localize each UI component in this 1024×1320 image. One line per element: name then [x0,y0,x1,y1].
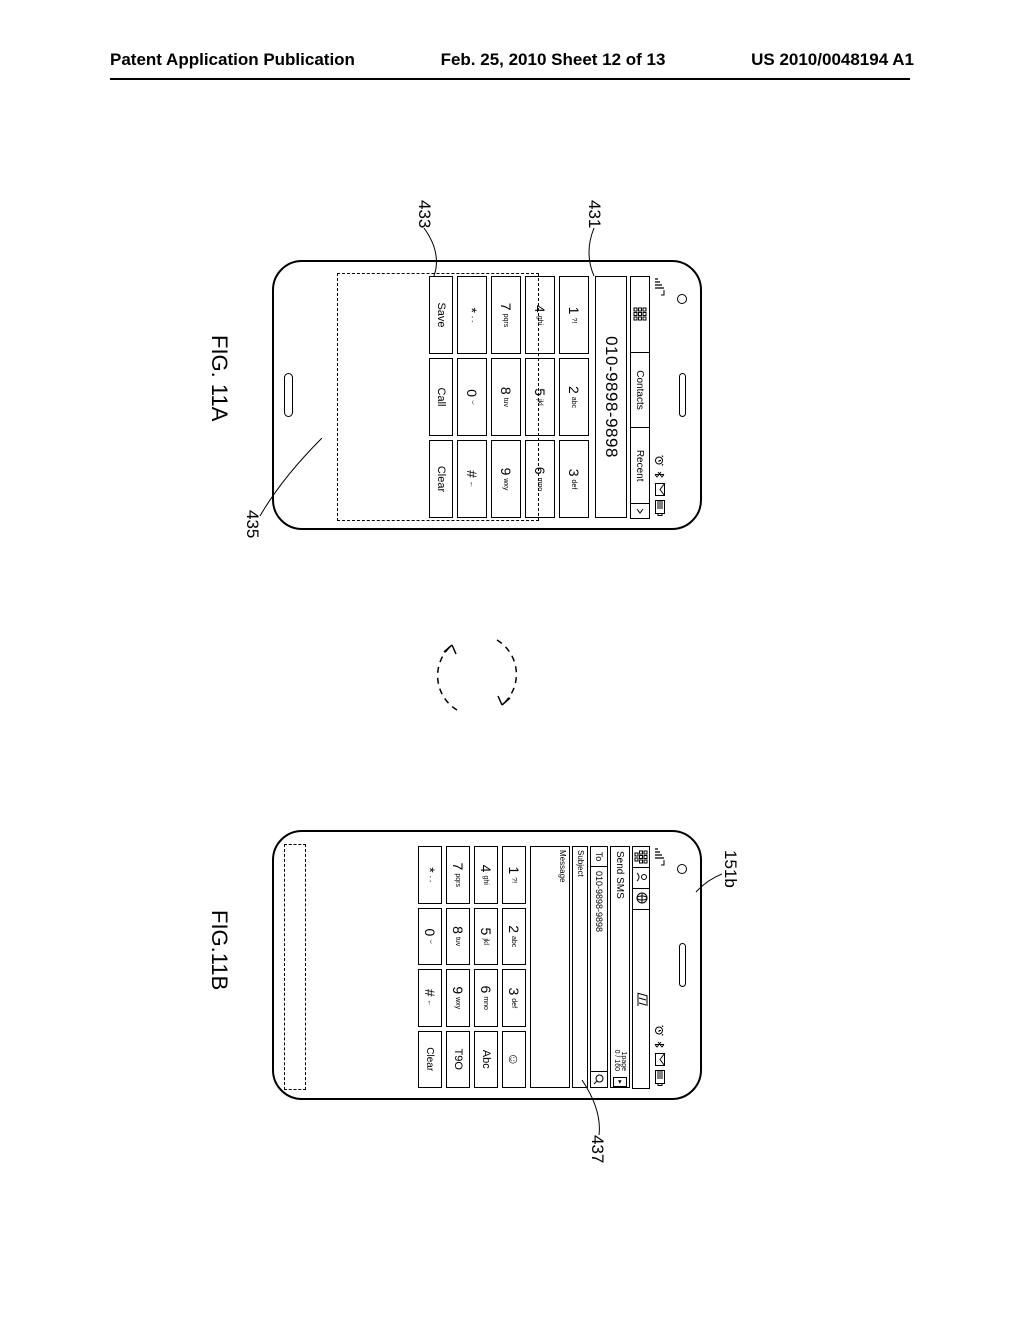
sms-header: Send SMS 1page0 / 160 ▸ [610,846,630,1088]
dialpad-tab-icon[interactable] [630,276,650,353]
header-right: US 2010/0048194 A1 [751,50,914,70]
key-1[interactable]: 1?! [559,276,589,354]
fig-b-label: FIG.11B [206,910,232,990]
message-field[interactable]: Message [530,846,570,1088]
recent-tab[interactable]: Recent [630,427,650,504]
key-8[interactable]: 8tuv [446,908,470,966]
caret-icon[interactable]: ▸ [613,1077,627,1087]
key-abc[interactable]: Abc [474,1031,498,1089]
key-2[interactable]: 2abc [502,908,526,966]
phone-a: Contacts Recent 010-9898-9898 1?! 2abc 3… [272,260,702,530]
status-bar [652,846,668,1088]
battery-tab-icon[interactable] [632,909,650,1089]
rotated-figure: Contacts Recent 010-9898-9898 1?! 2abc 3… [62,150,962,1250]
contacts-tab[interactable]: Contacts [630,352,650,429]
figure-area: Contacts Recent 010-9898-9898 1?! 2abc 3… [0,150,1024,1250]
signal-icon [655,848,666,866]
key-9[interactable]: 9wxy [446,969,470,1027]
page-header: Patent Application Publication Feb. 25, … [0,50,1024,70]
header-left: Patent Application Publication [110,50,355,70]
sms-to-row: To 010-9898-9898 [590,846,608,1088]
key-7[interactable]: 7pqrs [446,846,470,904]
bluetooth-icon [655,470,666,479]
leader-437 [577,1080,602,1140]
key-3[interactable]: 3def [502,969,526,1027]
leader-433 [417,228,442,278]
subject-field[interactable]: Subject [572,846,588,1088]
tab-bar-b [632,846,650,1088]
key-6[interactable]: 6mno [474,969,498,1027]
contact-icon[interactable] [632,867,650,889]
caret-tab[interactable] [630,503,650,519]
key-hash[interactable]: #← [418,969,442,1027]
signal-icon [655,278,666,296]
camera-icon [677,864,687,874]
dashed-region-433 [337,273,539,521]
page-info: 1page0 / 160 [613,1050,627,1074]
number-display: 010-9898-9898 [595,276,627,518]
fig-a-label: FIG. 11A [206,335,232,421]
header-rule [110,78,910,80]
header-mid: Feb. 25, 2010 Sheet 12 of 13 [441,50,666,70]
leader-435 [252,438,322,523]
ref-433: 433 [414,200,434,228]
speaker-icon [679,943,686,987]
status-bar [652,276,668,518]
home-button[interactable] [284,373,293,417]
rotation-arrows-icon [412,610,542,740]
alarm-icon [655,455,666,466]
to-label: To [591,847,607,867]
ref-431: 431 [584,200,604,228]
key-t9[interactable]: T9O [446,1031,470,1089]
screen-b: Send SMS 1page0 / 160 ▸ To 010-9898-9898… [303,846,668,1088]
battery-icon [655,1070,665,1086]
key-star[interactable]: *- - [418,846,442,904]
message-icon [655,1053,665,1066]
tab-bar: Contacts Recent [630,276,650,518]
speaker-icon [679,373,686,417]
key-2[interactable]: 2abc [559,358,589,436]
dialpad-icon[interactable] [632,846,650,868]
alarm-icon [655,1025,666,1036]
key-smile[interactable]: ☺ [502,1031,526,1089]
key-3[interactable]: 3def [559,440,589,518]
globe-icon[interactable] [632,888,650,910]
key-0[interactable]: 0⌣ [418,908,442,966]
phone-b: Send SMS 1page0 / 160 ▸ To 010-9898-9898… [272,830,702,1100]
camera-icon [677,294,687,304]
leader-431 [582,228,602,278]
ref-151b: 151b [720,850,740,888]
bluetooth-icon [655,1040,666,1049]
key-5[interactable]: 5jkl [474,908,498,966]
keypad-b: 1?! 2abc 3def ☺ 4ghi 5jkl 6mno Abc 7pqrs… [418,846,526,1088]
message-icon [655,483,665,496]
battery-icon [655,500,665,516]
to-value[interactable]: 010-9898-9898 [594,867,604,1071]
key-4[interactable]: 4ghi [474,846,498,904]
key-clear[interactable]: Clear [418,1031,442,1089]
sms-title: Send SMS [615,851,626,899]
leader-151b [692,870,722,900]
key-1[interactable]: 1?! [502,846,526,904]
dashed-region-bottom [284,844,306,1090]
